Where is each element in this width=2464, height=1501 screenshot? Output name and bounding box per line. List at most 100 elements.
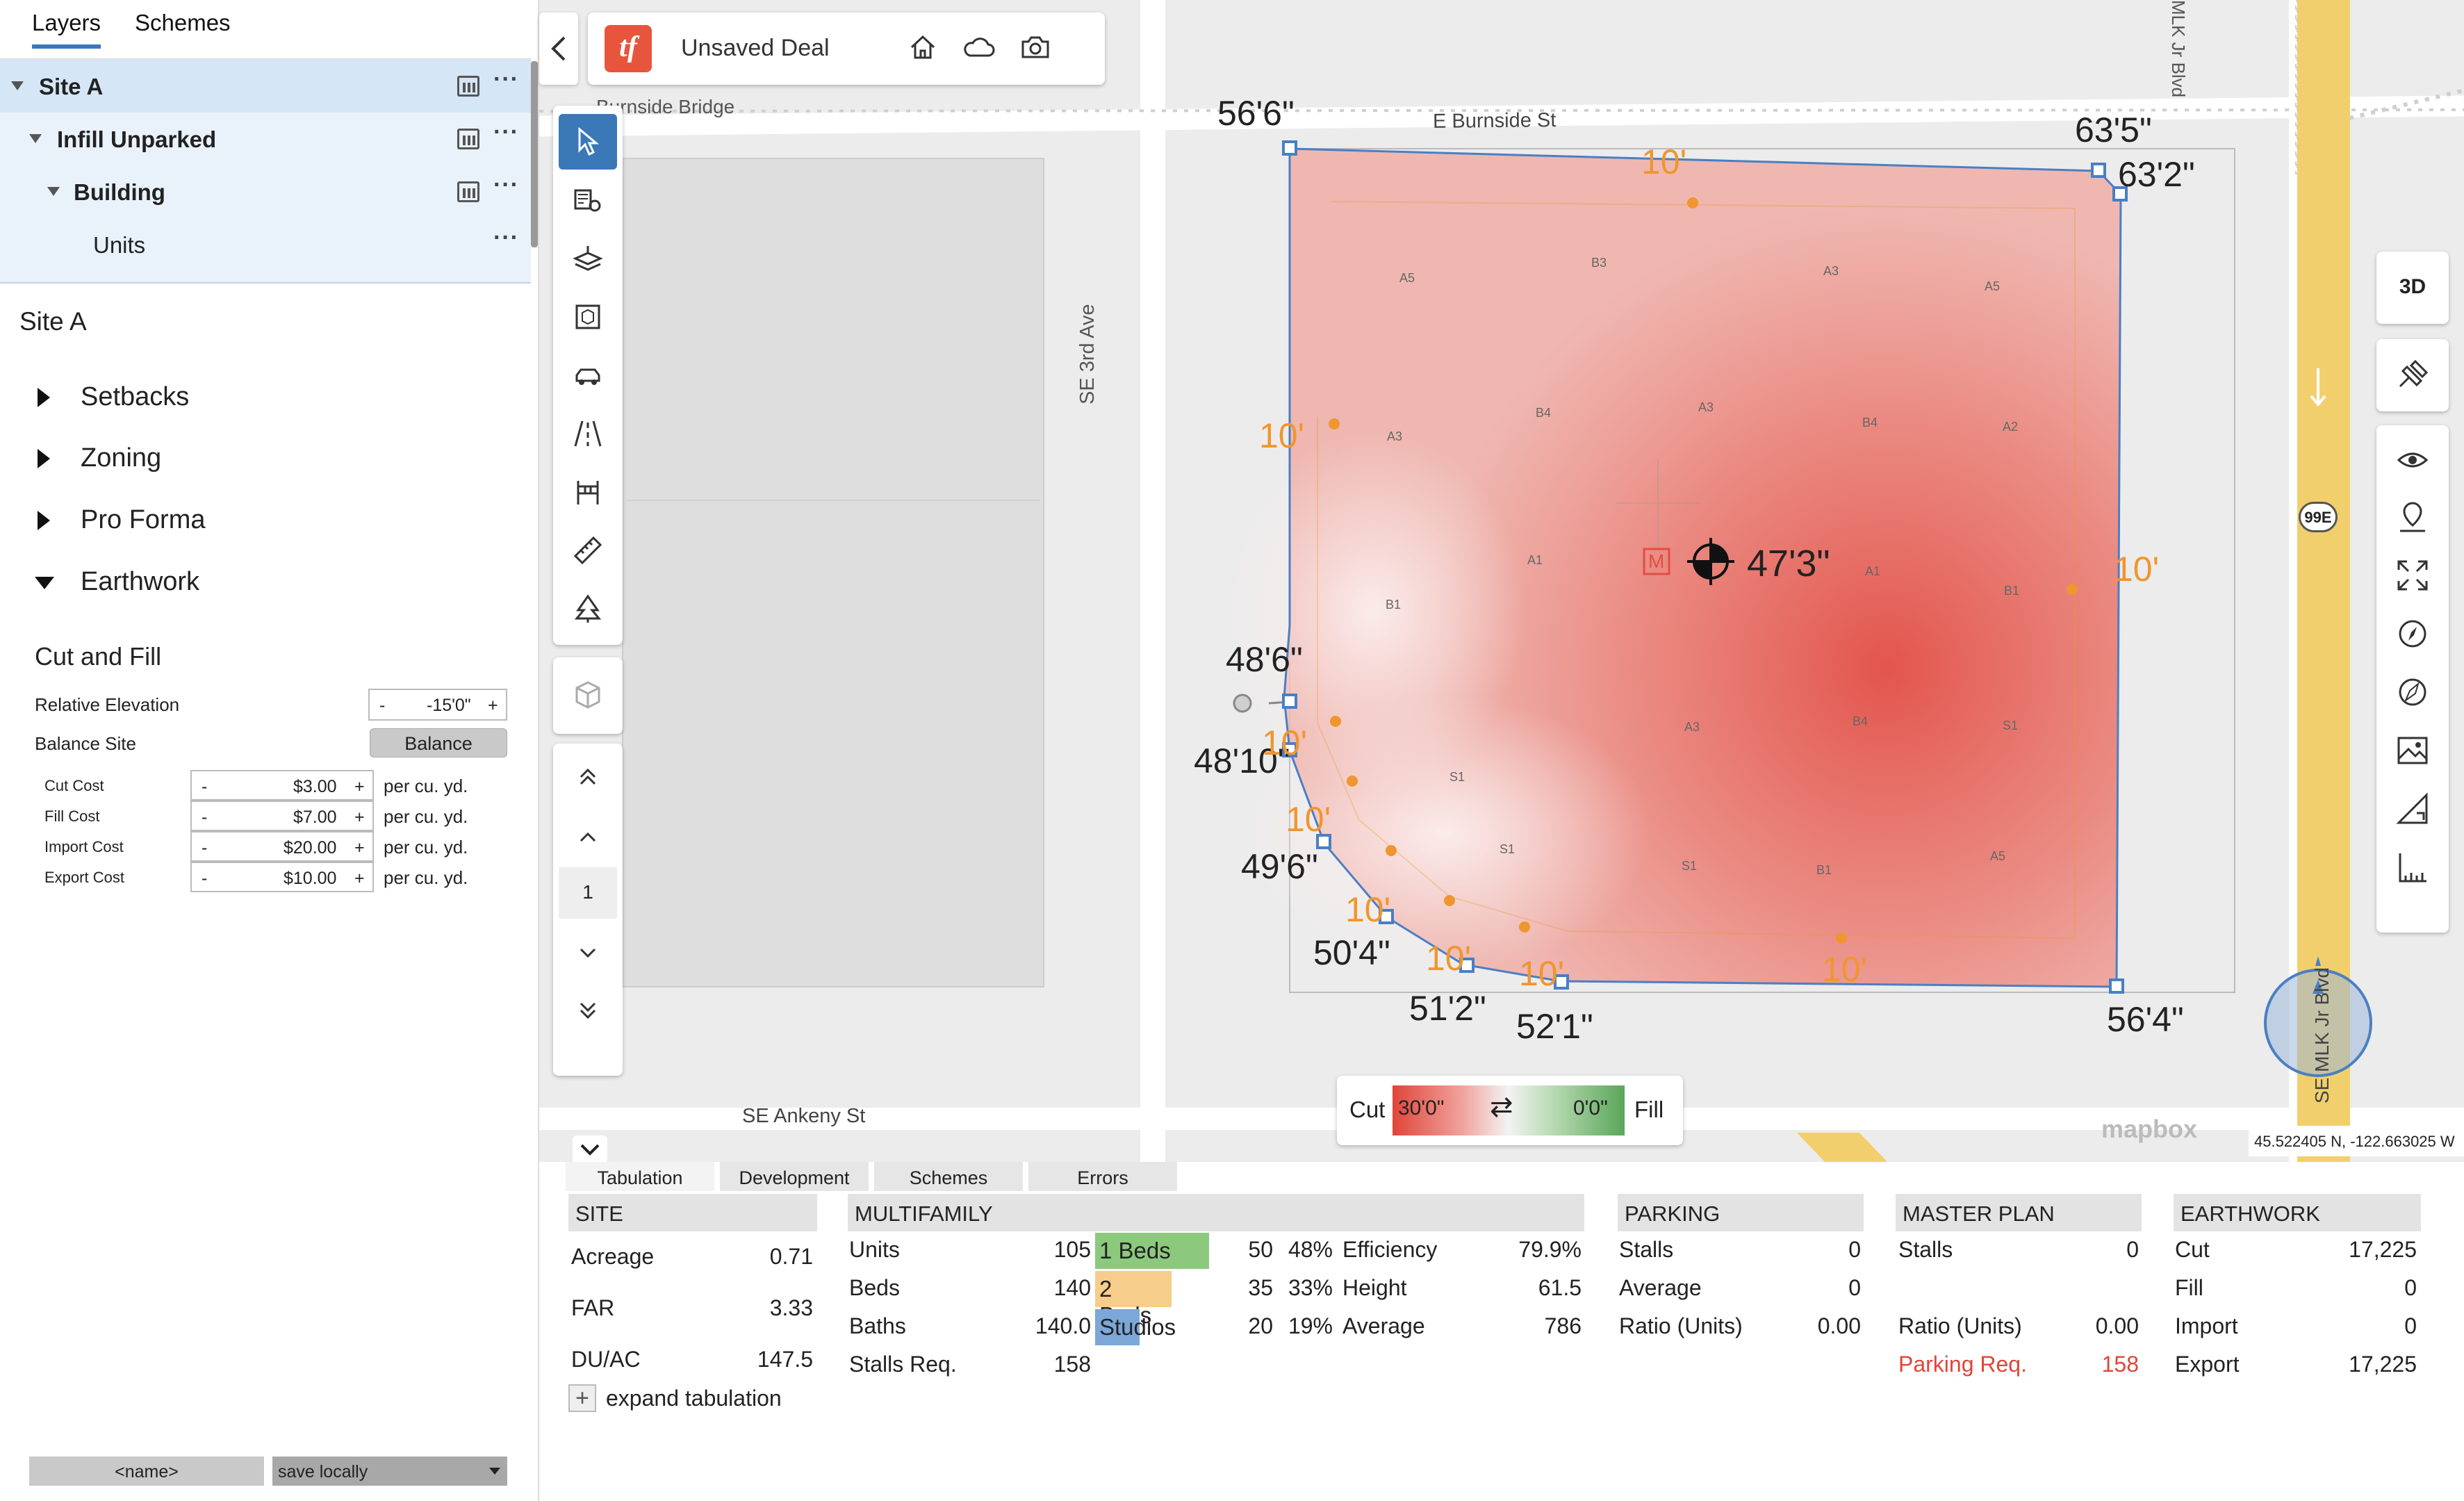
relative-elevation-value[interactable]: -15'0" [427, 696, 471, 715]
map-canvas[interactable]: Burnside Bridge E Burnside St SE 3rd Ave… [539, 0, 2464, 1162]
road-tool[interactable] [559, 406, 617, 461]
decrement-button[interactable]: - [202, 777, 208, 796]
more-icon[interactable]: ··· [493, 119, 519, 145]
decrement-button[interactable]: - [202, 869, 208, 888]
amenity-tool[interactable] [559, 464, 617, 520]
tree-item-site-a[interactable]: Site A ··· [0, 60, 531, 113]
decrement-button[interactable]: - [379, 696, 386, 715]
vertex-handle[interactable] [1282, 694, 1297, 709]
navigation-icon[interactable] [2396, 675, 2429, 709]
increment-button[interactable]: + [488, 696, 498, 715]
more-icon[interactable]: ··· [493, 172, 519, 198]
section-label[interactable]: Setbacks [81, 382, 190, 411]
expand-arrow-icon[interactable] [38, 388, 50, 407]
section-label[interactable]: Pro Forma [81, 505, 206, 534]
image-icon[interactable] [2396, 734, 2429, 767]
scale-icon[interactable] [2396, 792, 2429, 826]
vertex-handle[interactable] [1379, 909, 1394, 924]
collapse-arrow-icon[interactable] [47, 187, 60, 196]
setback-handles[interactable] [1329, 197, 2078, 944]
current-floor[interactable]: 1 [559, 867, 617, 919]
vertex-handle[interactable] [1282, 140, 1297, 156]
expand-arrow-icon[interactable] [38, 449, 50, 468]
layers-tool[interactable] [559, 231, 617, 286]
chart-icon[interactable] [457, 129, 479, 149]
decrement-button[interactable]: - [202, 807, 208, 827]
tab-layers[interactable]: Layers [32, 10, 101, 49]
tree-item-units[interactable]: Units ··· [0, 218, 531, 284]
satellite-icon[interactable] [2396, 359, 2429, 392]
more-icon[interactable]: ··· [493, 224, 519, 251]
cost-value[interactable]: $3.00 [293, 777, 337, 796]
camera-icon[interactable] [1020, 33, 1051, 61]
vertex-handle[interactable] [1316, 834, 1331, 849]
tab-tabulation[interactable]: Tabulation [566, 1162, 714, 1191]
section-label[interactable]: Zoning [81, 443, 162, 473]
chevron-double-up-icon[interactable] [577, 766, 599, 788]
vertex-handle[interactable] [1282, 742, 1297, 757]
dropdown-caret-icon[interactable] [489, 1468, 500, 1475]
chevron-down-icon[interactable] [577, 945, 599, 962]
tree-item-infill-unparked[interactable]: Infill Unparked ··· [0, 113, 531, 165]
chart-icon[interactable] [457, 181, 479, 202]
collapse-arrow-icon[interactable] [11, 81, 24, 90]
save-mode-select[interactable]: save locally [272, 1457, 507, 1486]
expand-plus-icon[interactable]: + [568, 1384, 596, 1412]
home-icon[interactable] [909, 33, 937, 61]
cost-value[interactable]: $7.00 [293, 807, 337, 827]
deal-title[interactable]: Unsaved Deal [681, 35, 830, 61]
vertex-handle[interactable] [2112, 186, 2128, 202]
select-tool[interactable] [559, 114, 617, 170]
scheme-name-input[interactable]: <name> [29, 1457, 264, 1486]
app-logo[interactable]: tf [605, 25, 652, 72]
more-icon[interactable]: ··· [493, 66, 519, 92]
tab-development[interactable]: Development [720, 1162, 869, 1191]
tree-item-building[interactable]: Building ··· [0, 165, 531, 218]
chevron-double-down-icon[interactable] [577, 999, 599, 1022]
decrement-button[interactable]: - [202, 838, 208, 858]
collapse-arrow-icon[interactable] [35, 577, 54, 589]
collapse-arrow-icon[interactable] [29, 134, 42, 143]
toggle-bottom-panel-button[interactable] [573, 1135, 607, 1162]
increment-button[interactable]: + [354, 777, 365, 796]
location-pin-icon[interactable] [2396, 500, 2429, 534]
cloud-icon[interactable] [962, 35, 995, 60]
relative-elevation-stepper[interactable]: - -15'0" + [368, 689, 507, 721]
import-cost-stepper[interactable]: - $20.00 + [190, 831, 374, 862]
compass-icon[interactable] [2396, 617, 2429, 650]
export-cost-stepper[interactable]: - $10.00 + [190, 862, 374, 892]
chevron-up-icon[interactable] [577, 828, 599, 845]
vertex-handle[interactable] [1554, 974, 1569, 990]
tree-tool[interactable] [559, 581, 617, 637]
eye-icon[interactable] [2396, 446, 2429, 474]
vertex-handle[interactable] [2109, 978, 2124, 994]
box-tool[interactable] [559, 667, 617, 723]
map-svg[interactable] [539, 0, 2464, 1162]
compass-circle[interactable] [2264, 969, 2372, 1077]
fullscreen-icon[interactable] [2396, 559, 2429, 592]
vertex-handle[interactable] [1459, 958, 1475, 973]
chart-icon[interactable] [457, 76, 479, 97]
tree-scrollbar[interactable] [531, 61, 538, 247]
increment-button[interactable]: + [354, 807, 365, 827]
site-tool[interactable] [559, 172, 617, 228]
parking-tool[interactable] [559, 347, 617, 403]
fill-cost-stepper[interactable]: - $7.00 + [190, 801, 374, 831]
3d-toggle-button[interactable]: 3D [2399, 275, 2426, 298]
cut-cost-stepper[interactable]: - $3.00 + [190, 770, 374, 801]
measure-icon[interactable] [2396, 851, 2429, 884]
elevation-anchor-point[interactable] [1233, 694, 1252, 713]
marker-box[interactable] [1643, 548, 1670, 575]
increment-button[interactable]: + [354, 869, 365, 888]
expand-tabulation-link[interactable]: expand tabulation [606, 1386, 782, 1411]
cost-value[interactable]: $10.00 [284, 869, 337, 888]
legend-fill-value[interactable]: 0'0" [1573, 1097, 1608, 1119]
cost-value[interactable]: $20.00 [284, 838, 337, 858]
tab-errors[interactable]: Errors [1028, 1162, 1177, 1191]
tab-schemes[interactable]: Schemes [135, 10, 231, 35]
section-label[interactable]: Earthwork [81, 567, 200, 596]
balance-button[interactable]: Balance [370, 728, 507, 757]
mapbox-logo[interactable]: mapbox [2101, 1115, 2197, 1144]
collapse-panel-button[interactable] [539, 13, 578, 85]
building-tool[interactable] [559, 289, 617, 345]
